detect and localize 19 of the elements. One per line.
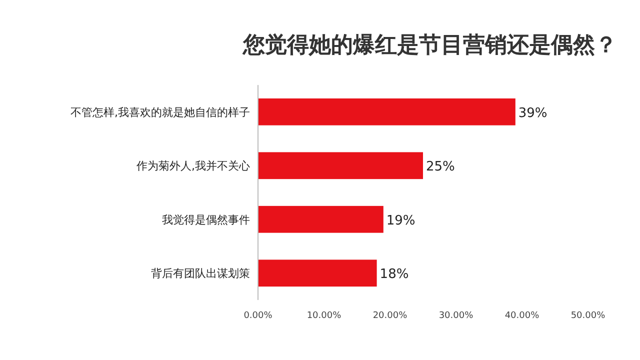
- bar: [258, 152, 423, 180]
- x-tick-label: 0.00%: [244, 311, 273, 321]
- data-label: 39%: [518, 106, 548, 121]
- x-tick-label: 40.00%: [504, 311, 540, 321]
- data-label: 18%: [380, 267, 409, 282]
- x-tick-label: 50.00%: [570, 311, 606, 321]
- y-tick-label: 我觉得是偶然事件: [162, 213, 250, 226]
- bar: [258, 98, 516, 126]
- x-tick-label: 20.00%: [372, 311, 408, 321]
- y-tick-label: 背后有团队出谋划策: [151, 267, 250, 280]
- y-tick-label: 不管怎样,我喜欢的就是她自信的样子: [70, 106, 250, 119]
- bar: [258, 260, 377, 287]
- y-tick-label: 作为菊外人,我并不关心: [136, 160, 250, 173]
- data-label: 25%: [426, 160, 455, 175]
- data-label: 19%: [386, 213, 416, 228]
- x-tick-label: 30.00%: [438, 311, 474, 321]
- bar: [258, 206, 384, 233]
- chart-title: 您觉得她的爆红是节目营销还是偶然？: [242, 33, 617, 58]
- x-tick-label: 10.00%: [306, 311, 342, 321]
